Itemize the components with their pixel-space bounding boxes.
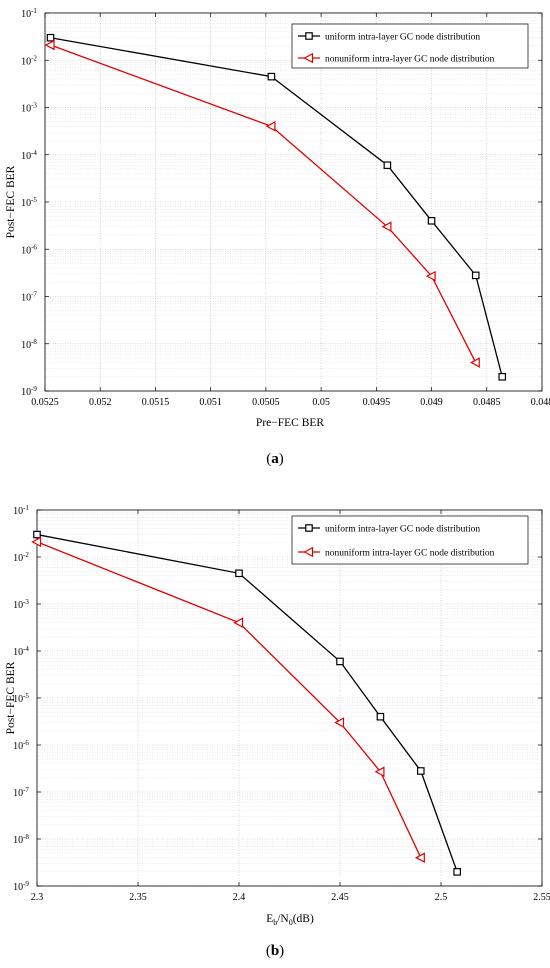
data-point	[417, 767, 425, 775]
series-uniform	[46, 33, 507, 381]
series-line	[36, 533, 458, 873]
legend-label: uniform intra-layer GC node distribution	[325, 524, 480, 535]
data-point	[235, 569, 243, 578]
series-nonuniform	[44, 39, 480, 368]
data-point	[425, 270, 436, 282]
y-tick-label: 10-7	[21, 291, 37, 304]
y-tick-label: 10-5	[21, 196, 37, 209]
y-tick-label: 10-6	[21, 243, 37, 256]
x-tick-label: 2.55	[533, 892, 550, 903]
x-tick-label: 0.052	[89, 397, 112, 408]
y-tick-label: 10-7	[13, 786, 29, 799]
y-tick-label: 10-8	[21, 338, 37, 351]
chart-panel-a: 0.0525 0.052 0.0515 0.051 0.0505 0.05 0.0495 0.…	[5, 7, 550, 467]
x-tick-label: 2.45	[331, 892, 349, 903]
y-tick-label: 10-3	[21, 102, 37, 115]
x-tick-label: 0.049	[420, 397, 443, 408]
legend-marker	[305, 32, 313, 40]
x-tick-label: 0.048	[531, 397, 550, 408]
data-point	[453, 868, 461, 876]
x-tick-label: 0.0525	[31, 397, 59, 408]
x-tick-label: 0.0485	[473, 397, 501, 408]
series-line	[50, 37, 503, 377]
data-point	[233, 617, 244, 629]
data-point	[33, 530, 41, 539]
data-point	[376, 712, 385, 721]
y-tick-label: 10-4	[21, 149, 37, 162]
data-point	[469, 357, 480, 368]
y-tick-label: 10-9	[13, 880, 29, 893]
legend-marker	[305, 524, 313, 532]
series-uniform	[33, 530, 461, 876]
x-axis-label: Pre−FEC BER	[256, 417, 324, 429]
x-tick-label: 2.4	[233, 892, 246, 903]
chart-panel-b: 2.3 2.35 2.4 2.45 2.5 2.55 10-9 10-8 10-7 10-6 10-…	[5, 504, 550, 959]
gridlines	[44, 12, 543, 392]
y-axis-label: Post−FEC BER	[5, 661, 17, 734]
series-nonuniform	[31, 536, 425, 864]
panel-label: (b)	[266, 943, 284, 959]
y-tick-label: 10-2	[13, 551, 29, 564]
legend-box	[291, 23, 529, 69]
data-point	[265, 120, 276, 132]
x-tick-label: 2.3	[31, 892, 44, 903]
panel-label: (a)	[266, 451, 284, 467]
data-point	[427, 217, 436, 225]
x-tick-label: 2.5	[435, 892, 448, 903]
data-point	[471, 271, 480, 280]
y-axis-label: Post−FEC BER	[5, 165, 17, 238]
legend-marker	[303, 52, 314, 64]
legend-label: nonuniform intra-layer GC node distribut…	[325, 54, 495, 65]
legend: uniform intra-layer GC node distribution…	[291, 23, 529, 69]
legend-marker	[303, 546, 314, 558]
data-point	[44, 39, 55, 51]
legend-label: uniform intra-layer GC node distribution	[325, 32, 480, 43]
x-tick-label: 0.05	[312, 397, 330, 408]
series-line	[36, 541, 422, 858]
data-point	[415, 852, 425, 864]
y-tick-label: 10-2	[21, 54, 37, 67]
series-line	[50, 44, 477, 363]
data-point	[374, 766, 385, 778]
x-tick-label: 0.051	[199, 397, 222, 408]
data-point	[383, 161, 392, 170]
x-tick-label: 0.0515	[142, 397, 170, 408]
data-point	[336, 657, 344, 666]
x-tick-label: 0.0505	[252, 397, 280, 408]
legend-box	[291, 515, 529, 565]
data-point	[334, 717, 345, 728]
y-tick-label: 10-3	[13, 598, 29, 611]
legend-label: nonuniform intra-layer GC node distribut…	[325, 548, 495, 559]
gridlines	[36, 509, 543, 887]
y-tick-label: 10-8	[13, 833, 29, 846]
y-tick-label: 10-1	[13, 504, 29, 517]
data-point	[498, 372, 507, 381]
y-tick-label: 10-6	[13, 739, 29, 752]
x-tick-label: 0.0495	[363, 397, 391, 408]
y-tick-label: 10-4	[13, 645, 29, 658]
data-point	[267, 72, 276, 81]
data-point	[46, 33, 55, 42]
data-point	[381, 221, 392, 233]
data-point	[31, 536, 42, 548]
y-tick-label: 10-1	[21, 7, 37, 20]
x-axis-label: Eb/N0(dB)	[266, 913, 314, 927]
x-tick-label: 2.35	[129, 892, 147, 903]
legend: uniform intra-layer GC node distribution…	[291, 515, 529, 565]
